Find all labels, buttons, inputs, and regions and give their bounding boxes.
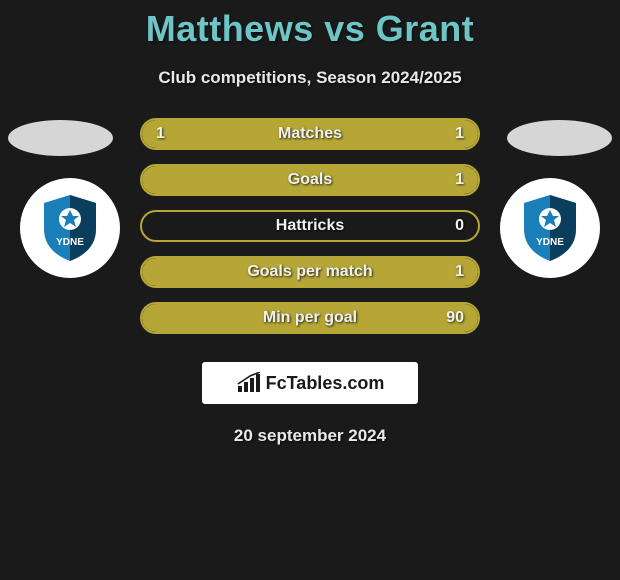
player-ellipse-left — [8, 120, 113, 156]
stat-value-right: 90 — [440, 309, 464, 327]
subtitle-text: Club competitions, Season 2024/2025 — [0, 68, 620, 88]
stats-list: 1 Matches 1 Goals 1 Hattricks 0 Goals per match… — [140, 118, 480, 334]
stat-row: Hattricks 0 — [140, 210, 480, 242]
stat-label: Hattricks — [276, 217, 344, 235]
stat-label: Matches — [278, 125, 342, 143]
club-badge-left: YDNE — [20, 178, 120, 278]
stat-row: Goals 1 — [140, 164, 480, 196]
stat-row: Min per goal 90 — [140, 302, 480, 334]
stat-label: Goals — [288, 171, 332, 189]
player-ellipse-right — [507, 120, 612, 156]
date-text: 20 september 2024 — [0, 426, 620, 446]
svg-text:YDNE: YDNE — [536, 237, 564, 248]
brand-box: FcTables.com — [202, 362, 418, 404]
stat-value-left: 1 — [156, 125, 180, 143]
stat-value-right: 1 — [440, 171, 464, 189]
stat-row: 1 Matches 1 — [140, 118, 480, 150]
club-shield-icon: YDNE — [40, 193, 100, 263]
page-title: Matthews vs Grant — [0, 8, 620, 50]
club-shield-icon: YDNE — [520, 193, 580, 263]
stat-value-right: 0 — [440, 217, 464, 235]
stat-value-right: 1 — [440, 125, 464, 143]
brand-text: FcTables.com — [266, 373, 385, 394]
svg-text:YDNE: YDNE — [56, 237, 84, 248]
stat-row: Goals per match 1 — [140, 256, 480, 288]
stat-label: Min per goal — [263, 309, 357, 327]
brand-chart-icon — [236, 372, 262, 394]
stat-value-right: 1 — [440, 263, 464, 281]
stat-label: Goals per match — [247, 263, 372, 281]
club-badge-right: YDNE — [500, 178, 600, 278]
